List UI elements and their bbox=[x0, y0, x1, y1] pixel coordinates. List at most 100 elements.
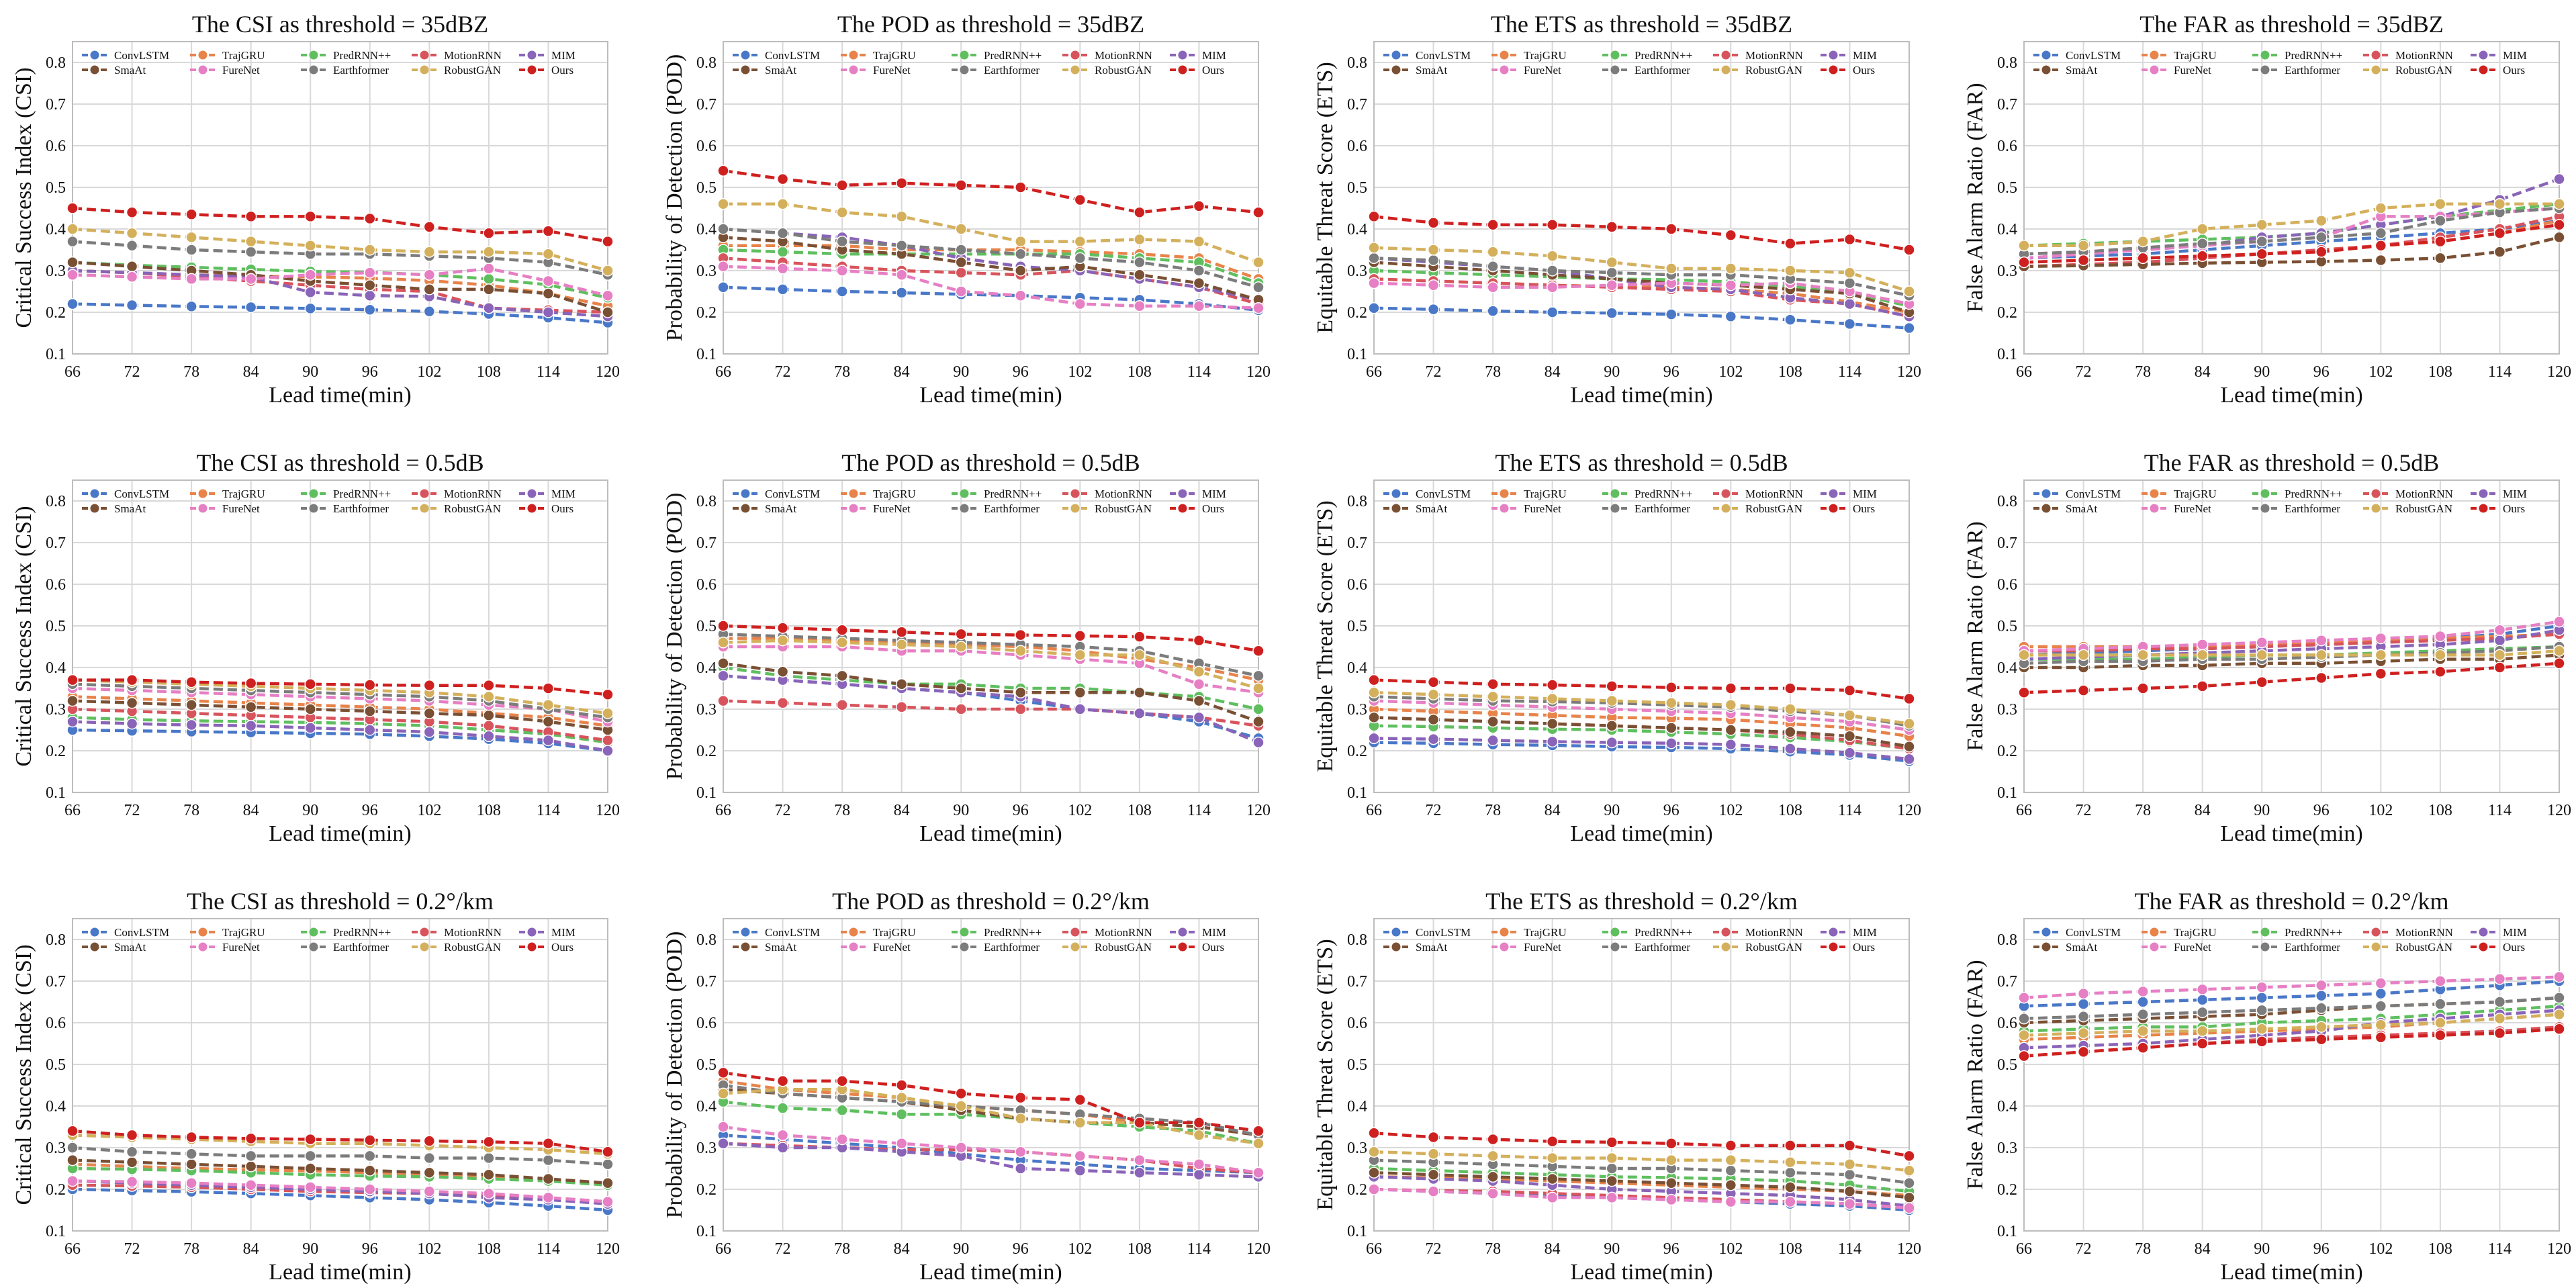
data-point bbox=[2256, 1023, 2268, 1036]
data-point bbox=[1784, 1156, 1796, 1168]
data-point bbox=[304, 1181, 316, 1193]
legend-item: Earthformer bbox=[2252, 502, 2340, 515]
legend-label: SmaAt bbox=[114, 64, 146, 77]
chart-title: The FAR as threshold = 35dBZ bbox=[2140, 11, 2444, 38]
data-point bbox=[955, 285, 967, 297]
data-point bbox=[1427, 688, 1440, 701]
data-point bbox=[483, 730, 495, 743]
data-point bbox=[1134, 631, 1146, 643]
y-tick-label: 0.4 bbox=[696, 659, 717, 677]
legend-label: FureNet bbox=[1524, 941, 1561, 954]
y-tick-label: 0.7 bbox=[696, 973, 717, 991]
data-point bbox=[1134, 300, 1146, 312]
legend-label: MotionRNN bbox=[1745, 49, 1803, 62]
data-point bbox=[1843, 267, 1856, 279]
data-point bbox=[244, 246, 257, 258]
series-line-trajgru bbox=[2023, 1013, 2560, 1042]
legend-swatch-marker bbox=[849, 489, 858, 498]
legend-item: FureNet bbox=[841, 64, 911, 77]
series-line-motionrnn bbox=[723, 257, 1259, 306]
data-point bbox=[2375, 1000, 2387, 1012]
legend-item: SmaAt bbox=[82, 502, 146, 515]
x-tick-label: 72 bbox=[1426, 802, 1442, 819]
legend-label: ConvLSTM bbox=[2066, 49, 2121, 62]
y-tick-label: 0.7 bbox=[1347, 535, 1367, 552]
data-point bbox=[1193, 1158, 1205, 1170]
data-point bbox=[955, 682, 967, 694]
legend-swatch-marker bbox=[2260, 489, 2270, 498]
data-point bbox=[1665, 1154, 1677, 1166]
y-tick-label: 0.7 bbox=[696, 535, 717, 552]
legend-item: Ours bbox=[2471, 502, 2525, 515]
data-point bbox=[244, 1160, 257, 1172]
y-axis-label: False Alarm Ratio (FAR) bbox=[1963, 521, 1988, 751]
data-point bbox=[1487, 1187, 1499, 1199]
data-point bbox=[1606, 1191, 1618, 1204]
series-line-furenet bbox=[1373, 281, 1910, 306]
series-line-smaat bbox=[1373, 261, 1910, 314]
x-tick-label: 120 bbox=[1897, 802, 1921, 819]
data-point bbox=[1427, 713, 1440, 726]
series-line-predrnn- bbox=[72, 716, 608, 744]
data-point bbox=[1724, 738, 1737, 751]
series-line-trajgru bbox=[1373, 1175, 1910, 1197]
data-point bbox=[185, 273, 197, 285]
x-axis-label: Lead time(min) bbox=[2220, 1260, 2362, 1285]
data-point bbox=[1487, 1170, 1499, 1183]
data-point bbox=[185, 1131, 197, 1144]
series-line-robustgan bbox=[723, 202, 1259, 264]
data-point bbox=[2315, 214, 2328, 227]
data-point bbox=[717, 637, 729, 649]
legend-item: PredRNN++ bbox=[1602, 49, 1692, 62]
series-line-trajgru bbox=[72, 695, 608, 728]
x-tick-label: 120 bbox=[2547, 363, 2571, 381]
data-point bbox=[2493, 624, 2506, 636]
data-point bbox=[1134, 269, 1146, 281]
data-point bbox=[2137, 252, 2149, 265]
data-point bbox=[2493, 1013, 2506, 1025]
y-axis-label: Probability of Detection (POD) bbox=[662, 493, 687, 780]
data-point bbox=[1903, 322, 1915, 334]
legend: ConvLSTM TrajGRU PredRNN++ MotionRNN MIM SmaA… bbox=[2033, 49, 2527, 77]
x-tick-label: 114 bbox=[1838, 1240, 1861, 1258]
data-point bbox=[1843, 318, 1856, 330]
y-tick-label: 0.4 bbox=[46, 1098, 66, 1115]
legend-item: MIM bbox=[1170, 49, 1226, 62]
legend-label: ConvLSTM bbox=[1416, 49, 1471, 62]
series-line-robustgan bbox=[1373, 690, 1910, 725]
legend-item: Ours bbox=[519, 64, 573, 77]
y-tick-label: 0.3 bbox=[1347, 701, 1367, 719]
series-line-earthformer bbox=[1373, 695, 1910, 728]
data-point bbox=[2375, 977, 2387, 989]
legend-swatch-marker bbox=[420, 489, 429, 498]
legend: ConvLSTM TrajGRU PredRNN++ MotionRNN MIM SmaA… bbox=[1383, 926, 1877, 954]
data-point bbox=[1843, 730, 1856, 743]
x-tick-label: 108 bbox=[1128, 802, 1152, 819]
legend-label: SmaAt bbox=[2066, 502, 2098, 515]
legend-swatch-marker bbox=[1391, 504, 1401, 513]
x-tick-label: 120 bbox=[1246, 1240, 1271, 1258]
data-point bbox=[2493, 1027, 2506, 1040]
y-tick-label: 0.6 bbox=[46, 1015, 66, 1032]
x-tick-label: 102 bbox=[417, 1240, 441, 1258]
data-point bbox=[126, 696, 138, 709]
x-tick-label: 78 bbox=[2135, 363, 2151, 381]
data-point bbox=[1368, 1166, 1380, 1179]
data-point bbox=[1015, 289, 1027, 302]
legend-item: MotionRNN bbox=[1713, 488, 1803, 500]
legend-item: PredRNN++ bbox=[2252, 488, 2342, 500]
y-tick-label: 0.2 bbox=[46, 1181, 66, 1199]
data-point bbox=[2137, 235, 2149, 248]
legend-item: MotionRNN bbox=[2363, 49, 2453, 62]
data-point bbox=[542, 287, 555, 300]
x-tick-label: 78 bbox=[834, 1240, 850, 1258]
legend-label: Earthformer bbox=[2285, 502, 2340, 515]
x-tick-label: 108 bbox=[1128, 1240, 1152, 1258]
x-axis-label: Lead time(min) bbox=[1570, 821, 1712, 846]
x-tick-label: 90 bbox=[302, 363, 318, 381]
x-tick-label: 102 bbox=[1068, 1240, 1092, 1258]
data-point bbox=[1903, 244, 1915, 256]
series-line-convlstm bbox=[1373, 741, 1910, 763]
legend-item: FureNet bbox=[1491, 502, 1561, 515]
data-point bbox=[1134, 1154, 1146, 1166]
